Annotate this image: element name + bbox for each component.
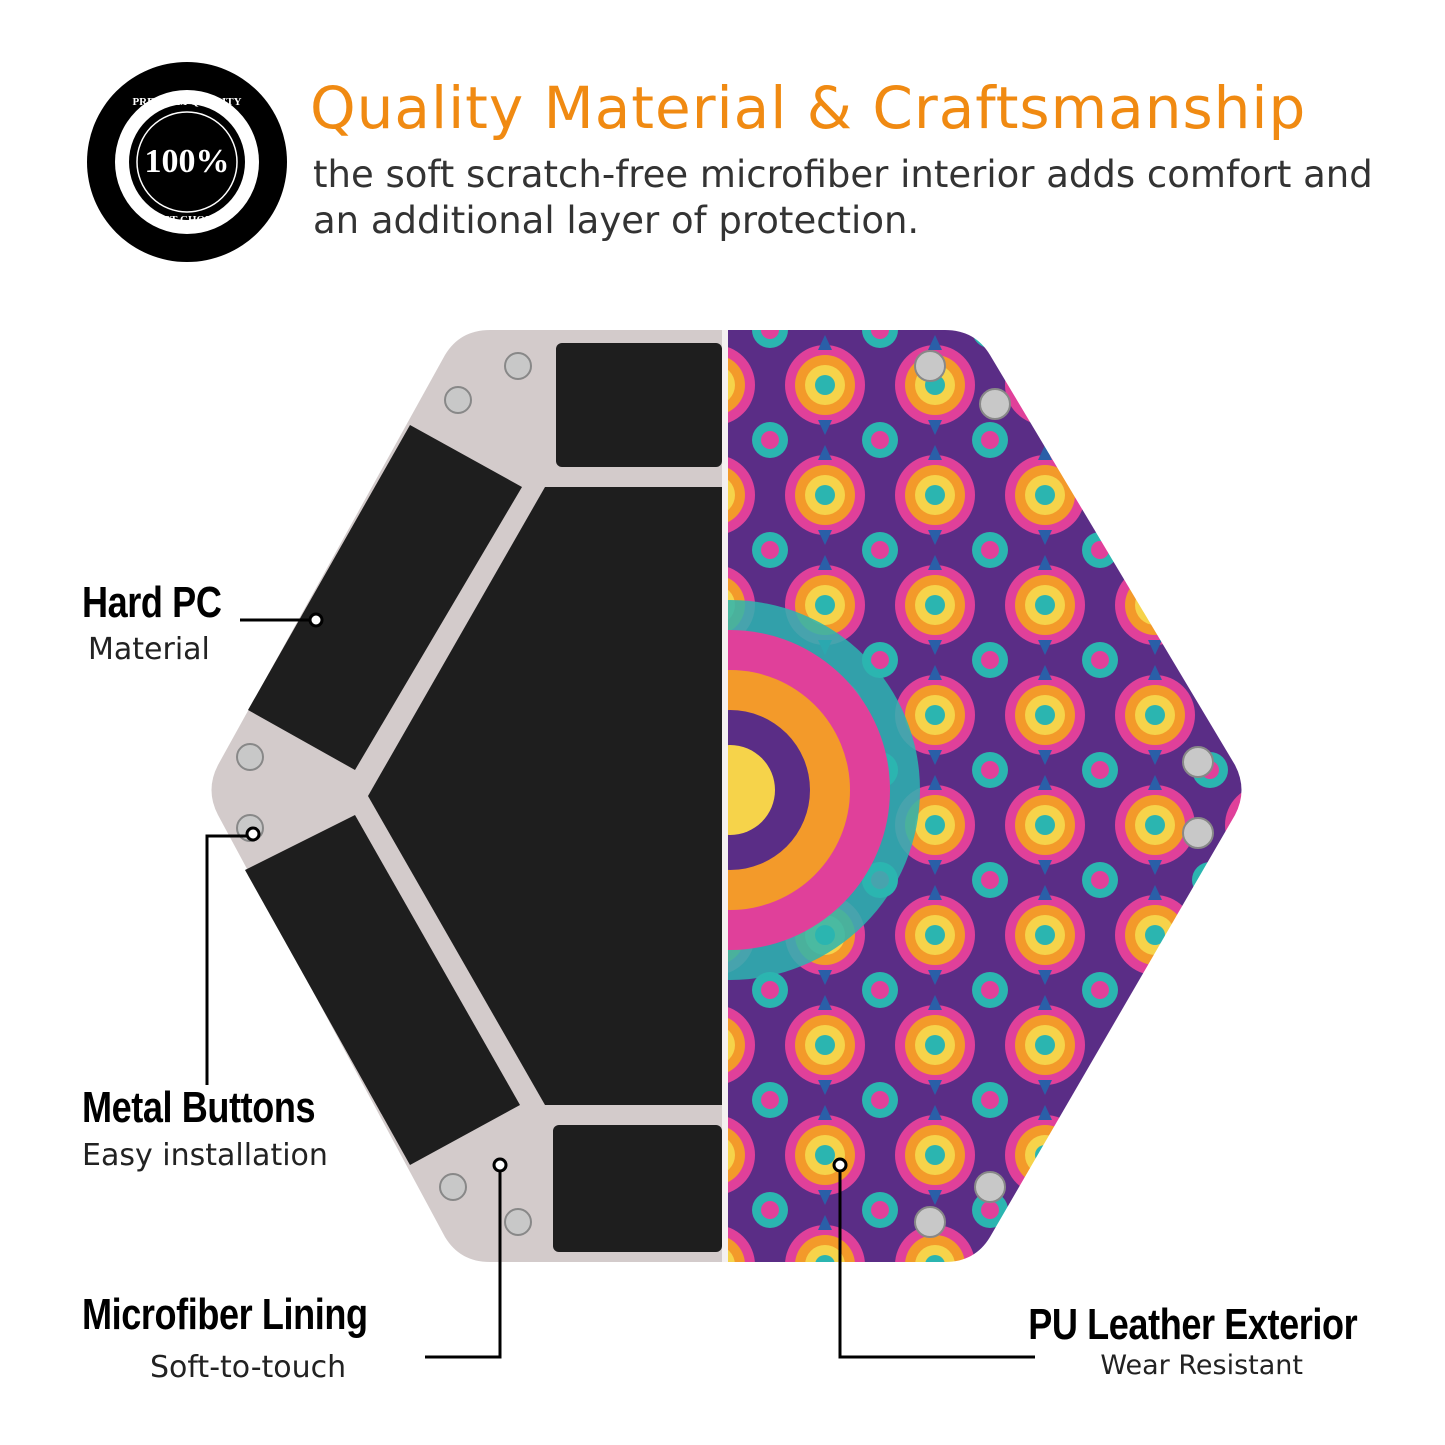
page-title: Quality Material & Craftsmanship — [310, 74, 1307, 142]
badge-bottom-text: BEST CHOICE — [149, 214, 225, 226]
callout-microfiber-subtitle: Soft-to-touch — [150, 1350, 347, 1385]
callout-hard-pc-title: Hard PC — [82, 578, 222, 627]
callout-microfiber-title: Microfiber Lining — [82, 1290, 368, 1339]
badge-top-text: PREMIUM QUALITY — [132, 96, 242, 108]
page-subtitle: the soft scratch-free microfiber interio… — [313, 153, 1373, 242]
callout-pu-leather-title: PU Leather Exterior — [1027, 1300, 1357, 1349]
badge-center-text: 100% — [144, 143, 230, 180]
callout-hard-pc-subtitle: Material — [88, 632, 210, 667]
callout-metal-buttons-subtitle: Easy installation — [82, 1138, 328, 1173]
callout-pu-leather-subtitle: Wear Resistant — [1100, 1350, 1303, 1381]
quality-badge — [87, 62, 287, 262]
metal-button-icons — [236, 350, 1214, 1238]
microfiber-lining-pads — [245, 343, 722, 1252]
callout-lines — [205, 618, 1035, 1359]
callout-metal-buttons-title: Metal Buttons — [82, 1083, 316, 1132]
